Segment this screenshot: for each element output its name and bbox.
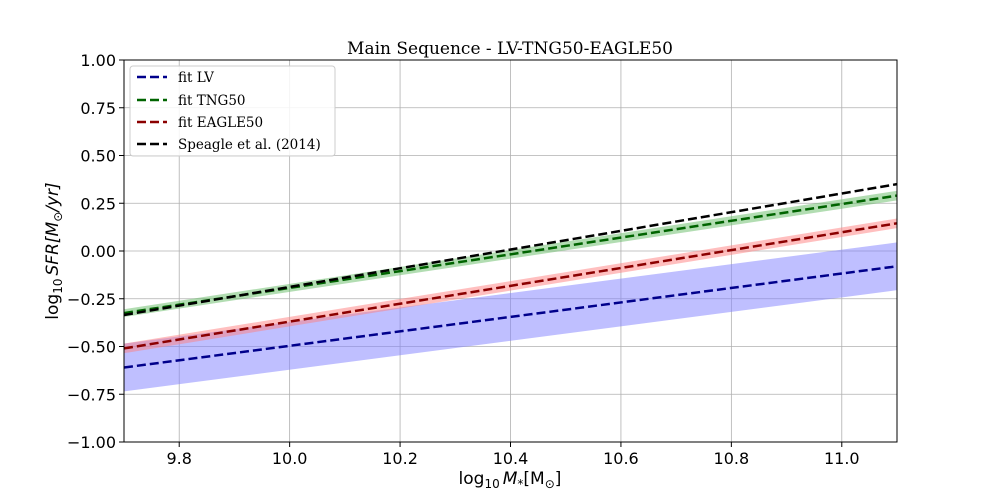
- y-axis-ticks: −1.00 −0.75 −0.50 −0.25 0.00 0.25 0.50 0.75 1.00: [67, 51, 124, 452]
- legend-label-speagle: Speagle et al. (2014): [178, 137, 321, 153]
- x-axis-ticks: 9.8 10.0 10.2 10.4 10.6 10.8 11.0: [166, 442, 860, 468]
- y-tick-label: 0.00: [80, 242, 116, 261]
- y-tick-label: 0.75: [80, 99, 116, 118]
- x-tick-label: 10.6: [603, 449, 639, 468]
- x-tick-label: 10.4: [493, 449, 529, 468]
- line-speagle-et-al-2014: [123, 182, 898, 317]
- legend-label-fit-tng50: fit TNG50: [178, 93, 246, 109]
- x-tick-label: 10.0: [272, 449, 308, 468]
- y-tick-label: −0.75: [67, 385, 116, 404]
- fit-lines: [123, 182, 898, 369]
- legend-label-fit-lv: fit LV: [178, 70, 214, 86]
- chart-title: Main Sequence - LV-TNG50-EAGLE50: [347, 39, 673, 59]
- x-tick-label: 11.0: [824, 449, 860, 468]
- y-tick-label: 1.00: [80, 51, 116, 70]
- x-tick-label: 9.8: [166, 449, 191, 468]
- y-tick-label: 0.50: [80, 147, 116, 166]
- y-tick-label: −0.50: [67, 338, 116, 357]
- legend: fit LV fit TNG50 fit EAGLE50 Speagle et …: [129, 65, 336, 157]
- x-tick-label: 10.2: [382, 449, 418, 468]
- legend-label-fit-eagle50: fit EAGLE50: [178, 115, 263, 131]
- y-tick-label: −1.00: [67, 433, 116, 452]
- y-tick-label: −0.25: [67, 290, 116, 309]
- y-axis-label: log10SFR[M⊙/yr]: [43, 182, 65, 319]
- x-axis-label: log10 M*[M⊙]: [459, 469, 562, 491]
- y-tick-label: 0.25: [80, 194, 116, 213]
- line-fit-eagle50: [123, 222, 898, 350]
- band-fit-lv: [124, 242, 897, 392]
- legend-box: [129, 65, 336, 157]
- x-tick-label: 10.8: [714, 449, 750, 468]
